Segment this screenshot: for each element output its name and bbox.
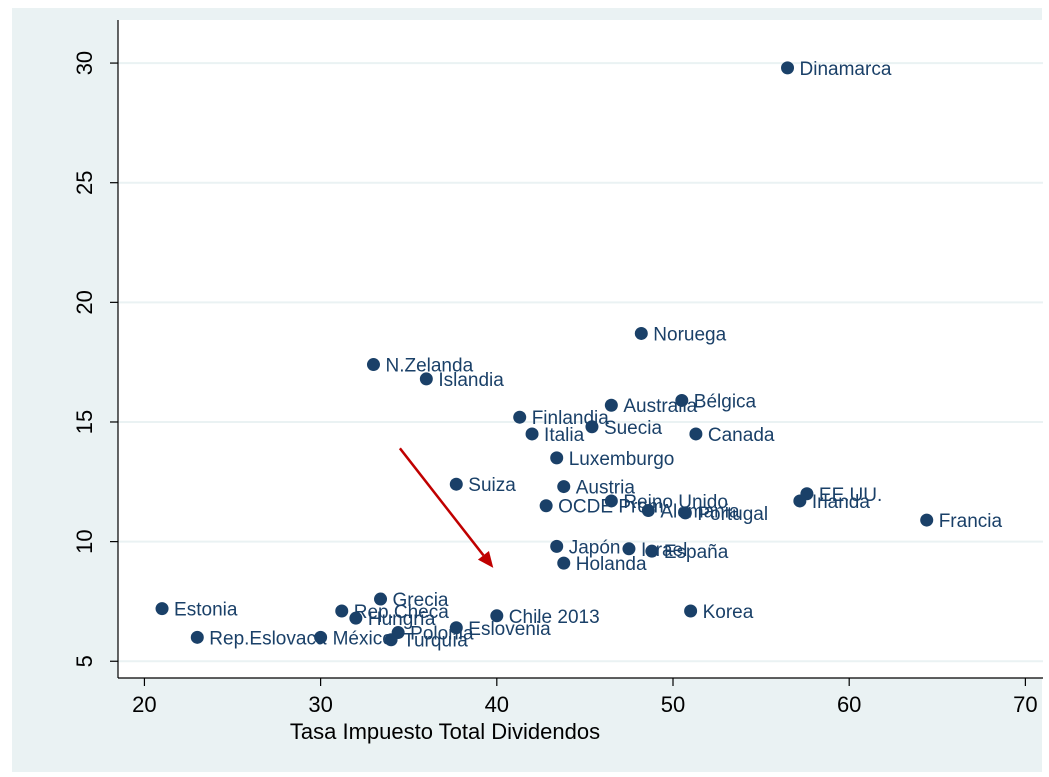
data-point — [314, 630, 328, 644]
data-point — [513, 410, 527, 424]
data-point — [641, 504, 655, 518]
y-tick-label: 25 — [72, 170, 97, 194]
x-tick-label: 30 — [308, 692, 332, 717]
data-point — [622, 542, 636, 556]
point-label: OCDE Prom — [558, 497, 664, 518]
data-point — [335, 604, 349, 618]
point-label: Estonia — [174, 600, 238, 621]
point-label: Dinamarca — [800, 59, 892, 80]
data-point — [675, 393, 689, 407]
data-point — [557, 556, 571, 570]
data-point — [384, 633, 398, 647]
point-label: Austria — [576, 478, 636, 499]
point-label: Portugal — [697, 504, 768, 525]
annotation-arrow — [398, 447, 494, 568]
y-tick-label: 20 — [72, 290, 97, 314]
data-point — [678, 506, 692, 520]
point-label: Islandia — [438, 370, 504, 391]
point-label: España — [664, 542, 729, 563]
x-axis-label: Tasa Impuesto Total Dividendos — [290, 719, 600, 744]
point-label: Holanda — [576, 554, 647, 575]
data-point — [374, 592, 388, 606]
y-tick-label: 10 — [72, 529, 97, 553]
point-label: Chile 2013 — [509, 607, 600, 628]
arrow-shaft — [398, 447, 485, 557]
data-point — [604, 398, 618, 412]
point-label: Suecia — [604, 418, 663, 439]
data-point — [525, 427, 539, 441]
point-label: Suiza — [468, 475, 516, 496]
data-point — [539, 499, 553, 513]
point-label: Polonia — [410, 624, 474, 645]
point-label: N.Zelanda — [385, 356, 473, 377]
data-point — [557, 480, 571, 494]
data-point — [349, 611, 363, 625]
point-label: México — [333, 628, 393, 649]
point-label: Finlandia — [532, 408, 610, 429]
point-label: Reino Unido — [623, 492, 728, 513]
data-point — [155, 602, 169, 616]
x-tick-label: 40 — [485, 692, 509, 717]
data-point — [634, 326, 648, 340]
point-label: Korea — [703, 602, 754, 623]
point-label: Canada — [708, 425, 775, 446]
point-label: Italia — [544, 425, 585, 446]
data-points — [155, 61, 934, 647]
data-point — [490, 609, 504, 623]
data-point — [604, 494, 618, 508]
point-label: Luxemburgo — [569, 449, 675, 470]
data-point — [645, 544, 659, 558]
data-point — [684, 604, 698, 618]
plot-area — [118, 20, 1043, 678]
x-tick-label: 60 — [837, 692, 861, 717]
data-point — [419, 372, 433, 386]
x-tick-label: 70 — [1013, 692, 1037, 717]
point-label: Rep.Checa — [354, 602, 449, 623]
arrow-head — [477, 551, 494, 568]
point-label: EE.UU. — [819, 485, 882, 506]
data-point — [550, 451, 564, 465]
point-label: Turquía — [403, 631, 468, 652]
tick-labels: 5 10 15 20 25 30 20 30 40 50 60 70 — [72, 51, 1038, 717]
data-point — [689, 427, 703, 441]
point-label: Japón — [569, 537, 621, 558]
point-label: Israel — [641, 540, 687, 561]
data-point — [550, 539, 564, 553]
data-point — [793, 494, 807, 508]
point-label: Irlanda — [812, 492, 871, 513]
x-tick-label: 50 — [661, 692, 685, 717]
x-tick-label: 20 — [132, 692, 156, 717]
point-label: Noruega — [653, 324, 726, 345]
point-label: Australia — [623, 396, 697, 417]
data-point — [449, 621, 463, 635]
point-label: Alemania — [660, 502, 740, 523]
data-point — [585, 420, 599, 434]
point-label: Hungría — [368, 609, 436, 630]
data-point — [449, 477, 463, 491]
data-point — [920, 513, 934, 527]
y-tick-label: 30 — [72, 51, 97, 75]
data-point — [781, 61, 795, 75]
point-label: Bélgica — [694, 391, 757, 412]
data-point — [366, 358, 380, 372]
point-label: Francia — [939, 511, 1003, 532]
point-label: Rep.Eslovaca — [209, 628, 327, 649]
y-tick-label: 15 — [72, 410, 97, 434]
data-point — [190, 630, 204, 644]
point-label: Eslovenia — [468, 619, 551, 640]
y-tick-label: 5 — [72, 655, 97, 667]
point-label: Grecia — [393, 590, 449, 611]
axes — [110, 20, 1043, 686]
grid-lines — [118, 62, 1043, 663]
